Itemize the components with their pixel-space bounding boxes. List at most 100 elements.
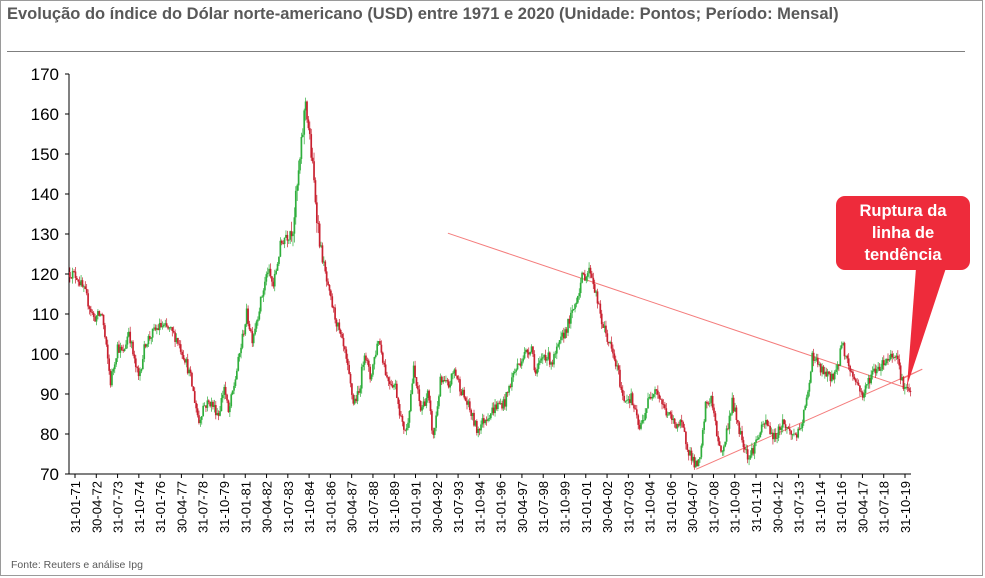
candle-body [411, 383, 414, 394]
candle-body [164, 323, 167, 325]
candle-body [794, 433, 797, 435]
candle-body [491, 407, 494, 414]
candle-body [250, 329, 252, 332]
candle-body [151, 328, 154, 338]
candle-body [551, 362, 554, 365]
candle-body [210, 401, 213, 407]
candle-body [244, 324, 247, 335]
candle-body [891, 353, 894, 358]
candle-body [188, 369, 190, 374]
candle-body [352, 394, 355, 404]
candle-body [87, 293, 89, 307]
candle-body [217, 413, 220, 416]
y-axis: 70 80 90 100 110 120 130 140 150 160 170 [31, 65, 70, 484]
candle-body [721, 451, 724, 453]
candle-body [506, 392, 509, 393]
candle-body [206, 400, 209, 408]
candle-body [233, 385, 235, 391]
candle-body [596, 291, 599, 304]
candle-body [593, 284, 596, 293]
candle-body [102, 314, 105, 326]
candle-body [390, 384, 393, 386]
candle-body [289, 231, 292, 240]
candle-body [567, 318, 569, 333]
x-tick-label: 30-04-02 [600, 481, 615, 533]
candle-body [553, 354, 555, 365]
candle-body [185, 359, 188, 363]
candle-body [696, 460, 698, 467]
candle-body [299, 158, 301, 171]
candle-body [686, 444, 689, 450]
candle-body [78, 281, 81, 286]
candle-body [165, 323, 168, 327]
candle-body [359, 388, 362, 393]
candle-body [532, 346, 534, 355]
candle-body [720, 445, 722, 452]
candle-body [498, 402, 501, 404]
candle-body [769, 425, 771, 435]
candle-body [492, 407, 495, 414]
candle-body [892, 357, 895, 358]
candle-body [574, 304, 576, 309]
candle-body [189, 369, 192, 373]
candle-body [831, 373, 833, 382]
candle-body [369, 366, 372, 380]
x-tick-label: 31-01-91 [409, 481, 424, 533]
candle-body [293, 217, 296, 234]
candle-body [198, 415, 200, 424]
candle-body [214, 405, 217, 416]
candle-body [262, 290, 265, 297]
candle-body [699, 457, 701, 460]
candlestick-series [69, 97, 912, 470]
candle-body [425, 398, 428, 406]
candle-body [195, 402, 197, 409]
candle-body [766, 419, 769, 426]
candle-body [906, 386, 909, 389]
candle-body [555, 346, 558, 354]
candle-body [424, 401, 426, 406]
candle-body [366, 360, 369, 362]
candle-body [304, 101, 307, 111]
candle-body [675, 423, 677, 429]
x-tick-label: 31-10-19 [898, 481, 913, 533]
candle-body [373, 357, 376, 365]
candle-body [335, 319, 338, 327]
candle-body [139, 371, 141, 377]
candle-body [282, 243, 285, 245]
candle-body [85, 288, 88, 294]
candle-body [428, 390, 430, 401]
candle-body [342, 337, 345, 347]
candle-body [894, 357, 896, 358]
candle-body [467, 401, 470, 405]
candle-body [828, 371, 830, 374]
candle-body [641, 420, 644, 423]
candle-body [770, 432, 773, 435]
candle-body [318, 223, 321, 247]
candle-body [860, 391, 863, 393]
candle-body [243, 333, 245, 335]
candle-body [642, 419, 645, 421]
y-tick-label: 80 [40, 425, 59, 444]
candle-body [903, 386, 906, 389]
candle-body [280, 240, 283, 244]
candle-body [786, 427, 788, 429]
candle-body [724, 441, 727, 447]
candle-body [313, 161, 315, 181]
candle-body [90, 308, 92, 313]
candle-body [296, 185, 299, 191]
candle-body [671, 414, 673, 421]
candle-body [901, 377, 903, 381]
candle-body [861, 392, 864, 398]
candle-body [603, 325, 606, 328]
candle-body [612, 348, 614, 354]
y-tick-label: 70 [40, 465, 59, 484]
x-tick-label: 31-10-89 [387, 481, 402, 533]
candle-body [739, 431, 742, 435]
candle-body [356, 391, 359, 402]
trend-break-callout: Ruptura da linha de tendência [836, 196, 970, 270]
candle-body [278, 256, 280, 264]
candle-body [814, 360, 816, 361]
x-tick-label: 30-04-87 [345, 481, 360, 533]
candle-body [202, 405, 205, 417]
candle-body [759, 432, 762, 438]
